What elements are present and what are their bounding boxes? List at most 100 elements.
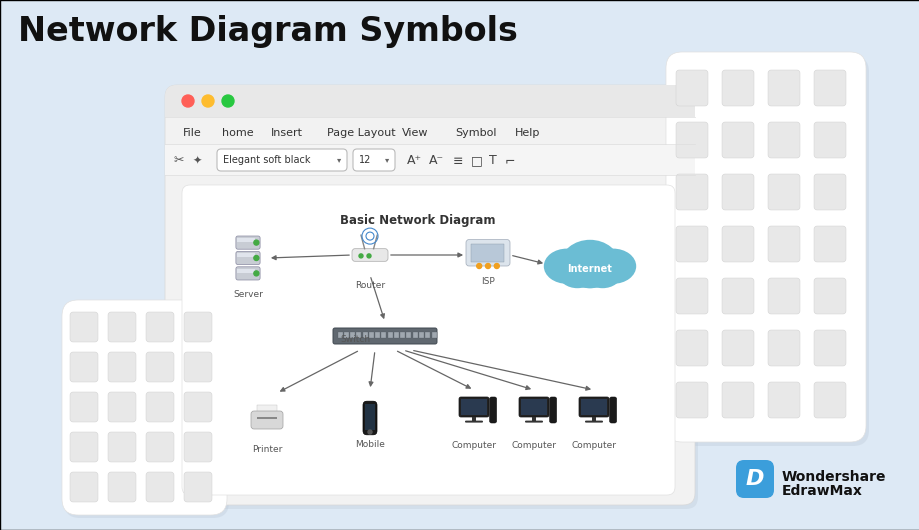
FancyBboxPatch shape — [62, 300, 227, 515]
FancyBboxPatch shape — [146, 432, 174, 462]
FancyBboxPatch shape — [353, 149, 394, 171]
Circle shape — [494, 263, 499, 269]
FancyBboxPatch shape — [735, 460, 773, 498]
FancyBboxPatch shape — [418, 332, 424, 338]
FancyBboxPatch shape — [165, 85, 694, 505]
FancyBboxPatch shape — [251, 411, 283, 429]
FancyBboxPatch shape — [721, 174, 754, 210]
Text: T: T — [489, 155, 496, 167]
Text: Network Diagram Symbols: Network Diagram Symbols — [18, 15, 517, 48]
FancyBboxPatch shape — [675, 70, 708, 106]
FancyBboxPatch shape — [400, 332, 404, 338]
FancyBboxPatch shape — [184, 472, 211, 502]
FancyBboxPatch shape — [813, 122, 845, 158]
FancyBboxPatch shape — [184, 432, 211, 462]
FancyBboxPatch shape — [471, 244, 504, 262]
FancyBboxPatch shape — [549, 397, 556, 423]
FancyBboxPatch shape — [182, 185, 675, 495]
FancyBboxPatch shape — [146, 312, 174, 342]
Text: ISP: ISP — [481, 277, 494, 286]
FancyBboxPatch shape — [108, 312, 136, 342]
FancyBboxPatch shape — [675, 174, 708, 210]
Text: ▾: ▾ — [336, 155, 341, 164]
Ellipse shape — [560, 240, 618, 288]
Circle shape — [182, 95, 194, 107]
FancyBboxPatch shape — [520, 399, 547, 415]
FancyBboxPatch shape — [165, 101, 694, 117]
FancyBboxPatch shape — [767, 382, 800, 418]
FancyBboxPatch shape — [364, 404, 375, 430]
FancyBboxPatch shape — [369, 332, 374, 338]
FancyBboxPatch shape — [665, 52, 865, 442]
Circle shape — [202, 95, 214, 107]
FancyBboxPatch shape — [388, 332, 392, 338]
FancyBboxPatch shape — [168, 89, 698, 509]
FancyBboxPatch shape — [464, 421, 482, 422]
FancyBboxPatch shape — [356, 332, 360, 338]
FancyBboxPatch shape — [675, 382, 708, 418]
Text: Computer: Computer — [511, 441, 556, 450]
FancyBboxPatch shape — [333, 328, 437, 344]
Ellipse shape — [589, 249, 636, 284]
FancyBboxPatch shape — [405, 332, 411, 338]
Circle shape — [476, 263, 482, 269]
Text: Computer: Computer — [451, 441, 496, 450]
FancyBboxPatch shape — [721, 122, 754, 158]
FancyBboxPatch shape — [70, 392, 98, 422]
FancyBboxPatch shape — [184, 392, 211, 422]
Text: ▾: ▾ — [384, 155, 389, 164]
Text: Symbol: Symbol — [455, 128, 496, 138]
Text: A⁺: A⁺ — [406, 155, 422, 167]
FancyBboxPatch shape — [380, 332, 386, 338]
FancyBboxPatch shape — [578, 397, 608, 417]
Text: Help: Help — [515, 128, 539, 138]
FancyBboxPatch shape — [767, 278, 800, 314]
Text: EdrawMax: EdrawMax — [781, 484, 862, 498]
FancyBboxPatch shape — [237, 269, 255, 272]
Text: Page Layout: Page Layout — [326, 128, 395, 138]
Text: Computer: Computer — [571, 441, 616, 450]
FancyBboxPatch shape — [349, 332, 355, 338]
FancyBboxPatch shape — [675, 226, 708, 262]
Text: Mobile: Mobile — [355, 440, 384, 449]
FancyBboxPatch shape — [146, 472, 174, 502]
FancyBboxPatch shape — [591, 417, 596, 421]
FancyBboxPatch shape — [235, 267, 260, 280]
FancyBboxPatch shape — [337, 332, 343, 338]
Text: Wondershare: Wondershare — [781, 470, 886, 484]
Text: Insert: Insert — [271, 128, 302, 138]
FancyBboxPatch shape — [363, 332, 368, 338]
FancyBboxPatch shape — [146, 392, 174, 422]
FancyBboxPatch shape — [352, 249, 388, 261]
FancyBboxPatch shape — [668, 56, 868, 446]
Circle shape — [358, 254, 363, 258]
Text: Elegant soft black: Elegant soft black — [222, 155, 311, 165]
Text: ⌐: ⌐ — [505, 155, 515, 167]
FancyBboxPatch shape — [471, 417, 475, 421]
FancyBboxPatch shape — [721, 382, 754, 418]
FancyBboxPatch shape — [217, 149, 346, 171]
Circle shape — [485, 263, 490, 269]
Text: □: □ — [471, 155, 482, 167]
Ellipse shape — [573, 264, 607, 288]
Text: 12: 12 — [358, 155, 371, 165]
Circle shape — [368, 430, 371, 434]
FancyBboxPatch shape — [425, 332, 429, 338]
FancyBboxPatch shape — [256, 417, 277, 419]
FancyBboxPatch shape — [813, 174, 845, 210]
Text: ✦: ✦ — [193, 156, 202, 166]
FancyBboxPatch shape — [108, 432, 136, 462]
Circle shape — [254, 255, 258, 261]
FancyBboxPatch shape — [235, 251, 260, 264]
FancyBboxPatch shape — [767, 226, 800, 262]
Circle shape — [254, 240, 258, 245]
Text: D: D — [745, 469, 764, 489]
FancyBboxPatch shape — [609, 397, 616, 423]
Ellipse shape — [583, 260, 621, 288]
FancyBboxPatch shape — [256, 405, 277, 421]
FancyBboxPatch shape — [64, 303, 229, 518]
FancyBboxPatch shape — [375, 332, 380, 338]
Text: Switch: Switch — [339, 335, 369, 344]
Ellipse shape — [543, 249, 589, 284]
FancyBboxPatch shape — [235, 236, 260, 249]
